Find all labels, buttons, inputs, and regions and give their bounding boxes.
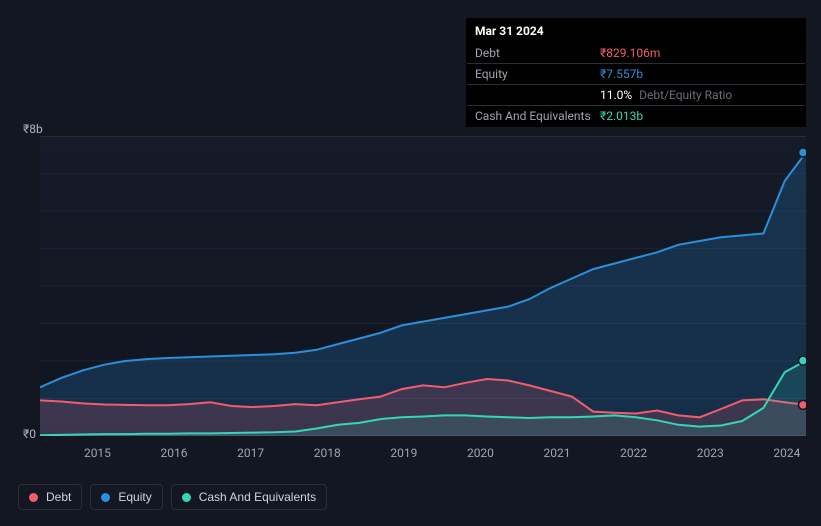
x-axis-tick-label: 2020 [467,446,494,460]
x-axis-tick-label: 2023 [697,446,724,460]
x-axis-tick-label: 2021 [544,446,571,460]
tooltip-value: ₹2.013b [600,109,797,123]
legend-label: Debt [46,490,71,504]
circle-icon [29,493,38,502]
x-axis-tick-label: 2022 [620,446,647,460]
legend-item-equity[interactable]: Equity [90,484,162,510]
circle-icon [101,493,110,502]
legend-item-cash[interactable]: Cash And Equivalents [171,484,327,510]
tooltip-row: Debt ₹829.106m [467,43,805,64]
tooltip-label [475,88,600,102]
tooltip-value: ₹7.557b [600,67,797,81]
x-axis-tick-label: 2018 [314,446,341,460]
tooltip-label: Debt [475,46,600,60]
legend-item-debt[interactable]: Debt [18,484,82,510]
legend-label: Equity [118,490,151,504]
tooltip-row: Equity ₹7.557b [467,64,805,85]
tooltip-label: Cash And Equivalents [475,109,600,123]
legend-label: Cash And Equivalents [199,490,316,504]
x-axis-tick-label: 2024 [773,446,800,460]
tooltip-row: Cash And Equivalents ₹2.013b [467,106,805,126]
tooltip-extra: Debt/Equity Ratio [639,88,732,102]
x-axis-labels: 2015 2016 2017 2018 2019 2020 2021 2022 2023 2024 [40,446,806,466]
y-axis-min-label: ₹0 [23,427,36,441]
chart-legend: Debt Equity Cash And Equivalents [18,484,327,510]
tooltip-date: Mar 31 2024 [467,19,805,43]
y-axis-max-label: ₹8b [23,122,43,136]
tooltip-value: ₹829.106m [600,46,797,60]
tooltip-value: 11.0% Debt/Equity Ratio [600,88,797,102]
x-axis-tick-label: 2015 [84,446,111,460]
x-axis-tick-label: 2017 [237,446,264,460]
chart-area: ₹8b ₹0 201520162017201820192020202120222… [18,122,806,472]
x-axis-tick-label: 2016 [161,446,188,460]
chart-tooltip: Mar 31 2024 Debt ₹829.106m Equity ₹7.557… [466,18,806,127]
chart-svg[interactable] [40,136,806,436]
x-axis-tick-label: 2019 [390,446,417,460]
tooltip-row: 11.0% Debt/Equity Ratio [467,85,805,106]
tooltip-label: Equity [475,67,600,81]
circle-icon [182,493,191,502]
